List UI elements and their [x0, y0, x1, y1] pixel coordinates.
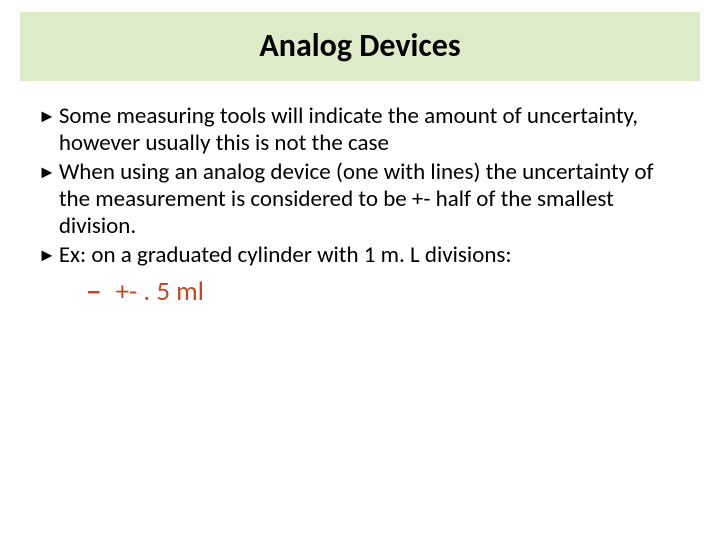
bullet-text: Some measuring tools will indicate the a… — [59, 103, 682, 157]
triangle-right-icon: ► — [38, 242, 56, 269]
sub-bullet-text: +- . 5 ml — [116, 275, 204, 309]
title-bar: Analog Devices — [20, 12, 700, 81]
slide-title: Analog Devices — [259, 26, 460, 65]
bullet-text: When using an analog device (one with li… — [59, 159, 682, 240]
bullet-item: ► Some measuring tools will indicate the… — [38, 103, 682, 157]
triangle-right-icon: ► — [38, 103, 56, 130]
content-area: ► Some measuring tools will indicate the… — [0, 81, 720, 309]
dash-marker: – — [86, 275, 102, 309]
triangle-right-icon: ► — [38, 159, 56, 186]
sub-bullet-item: – +- . 5 ml — [86, 275, 682, 309]
bullet-text: Ex: on a graduated cylinder with 1 m. L … — [59, 242, 512, 269]
bullet-item: ► When using an analog device (one with … — [38, 159, 682, 240]
bullet-item: ► Ex: on a graduated cylinder with 1 m. … — [38, 242, 682, 269]
